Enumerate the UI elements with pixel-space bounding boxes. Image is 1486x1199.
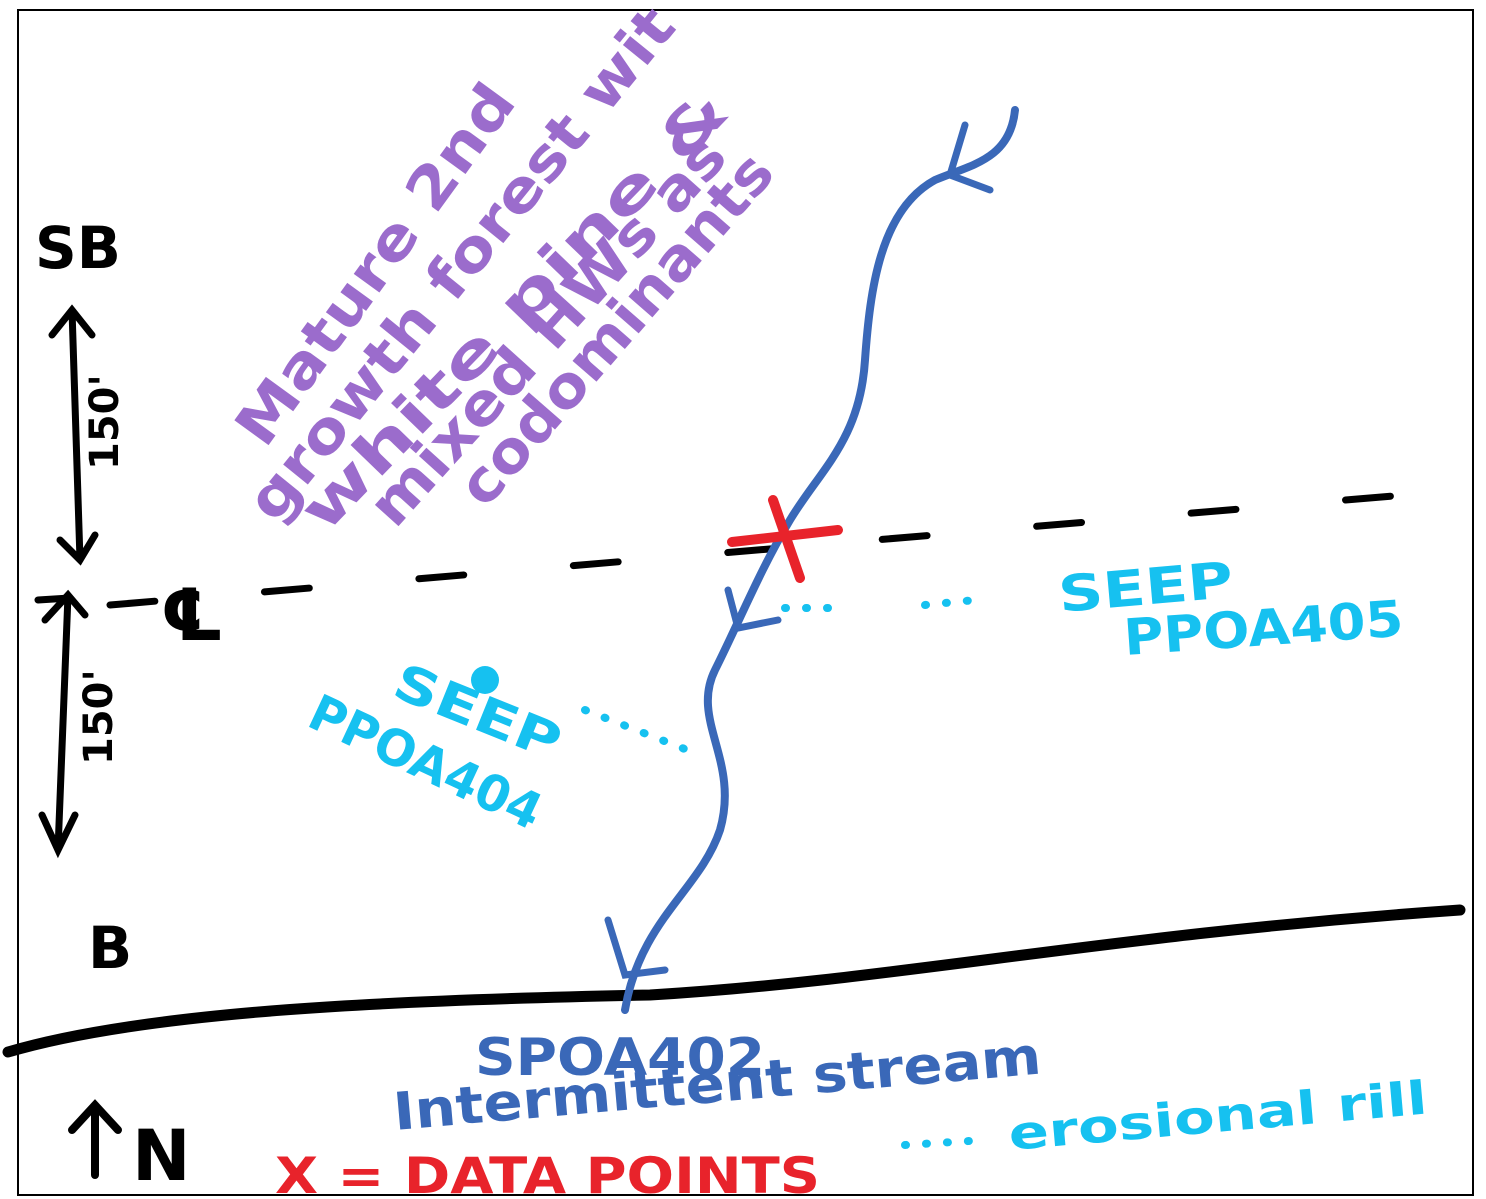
data-point bbox=[727, 495, 843, 583]
distance-label: 150' bbox=[82, 374, 128, 470]
erosional-rill bbox=[581, 596, 989, 1149]
seep-point bbox=[471, 666, 499, 694]
distance-label: 150' bbox=[76, 669, 122, 765]
b-label: B bbox=[88, 914, 132, 982]
sb-label: SB bbox=[35, 214, 121, 282]
centerline-symbol: ℄ bbox=[160, 573, 225, 657]
stream-id: SPOA402 bbox=[475, 1028, 765, 1088]
north-arrow bbox=[68, 1099, 122, 1179]
legend-data-points: X = DATA POINTS bbox=[275, 1147, 820, 1199]
north-label: N bbox=[132, 1115, 191, 1197]
stream bbox=[621, 106, 1019, 1014]
flow-arrows bbox=[604, 121, 994, 979]
boundary-line bbox=[2, 904, 1466, 1058]
distance-arrows bbox=[34, 304, 99, 859]
